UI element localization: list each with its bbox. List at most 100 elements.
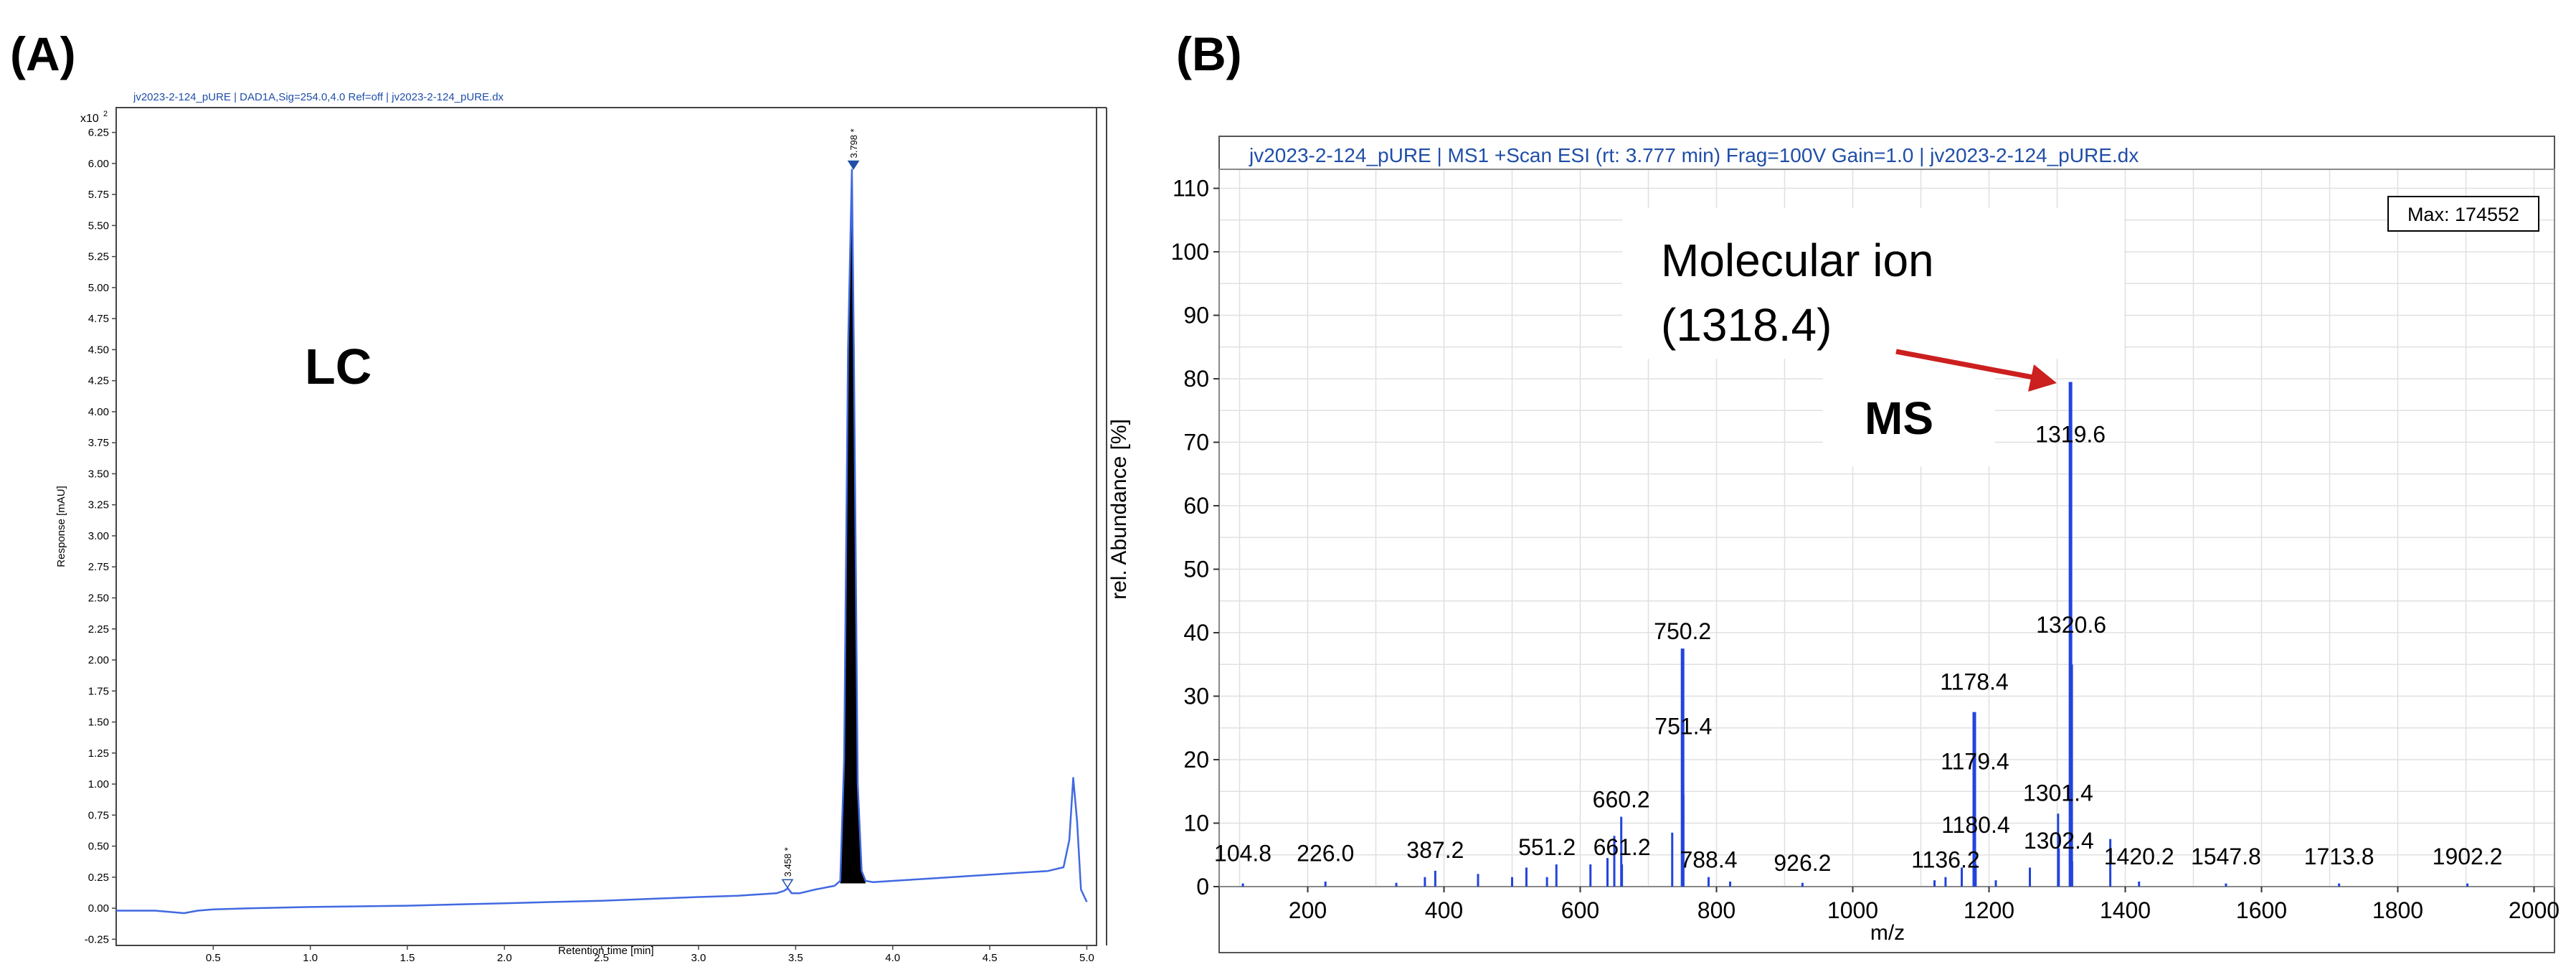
lc-y-tick-label: 1.00 — [88, 778, 109, 790]
ms-bars — [1241, 382, 2469, 887]
ms-peak-label: 1178.4 — [1940, 669, 2009, 695]
ms-peak-label: 1420.2 — [2104, 844, 2174, 869]
lc-y-tick-label: 3.75 — [88, 437, 109, 449]
ms-peak-label: 1547.8 — [2191, 844, 2261, 869]
ms-x-tick-label: 2000 — [2509, 897, 2560, 923]
lc-trace-line — [116, 169, 1088, 915]
lc-x-ticks: 0.5 1.0 1.5 2.0 2.5 3.0 3.5 4.0 4.5 5.0 — [206, 945, 1094, 964]
ms-x-axis-label: m/z — [1870, 921, 1905, 945]
ms-peak-label: 660.2 — [1593, 786, 1650, 812]
lc-y-tick-label: 2.75 — [88, 561, 109, 573]
lc-x-tick-label: 2.0 — [497, 952, 512, 964]
lc-y-tick-label: 5.50 — [88, 220, 109, 232]
lc-y-tick-label: 3.50 — [88, 468, 109, 480]
lc-y-tick-label: 3.00 — [88, 530, 109, 542]
lc-y-tick-label: 2.25 — [88, 623, 109, 636]
ms-y-tick-label: 10 — [1183, 811, 1209, 836]
ms-peak-label: 551.2 — [1518, 834, 1576, 860]
ms-max-label: Max: 174552 — [2407, 204, 2519, 225]
lc-y-tick-label: 0.50 — [88, 841, 109, 853]
lc-y-tick-label: -0.25 — [85, 933, 109, 945]
lc-x-tick-label: 1.5 — [400, 952, 415, 964]
lc-peak-marker — [847, 160, 860, 170]
ms-peak-label: 226.0 — [1297, 841, 1354, 867]
ms-y-axis-label: rel. Abundance [%] — [1107, 419, 1131, 600]
ms-peak-label: 1319.6 — [2035, 422, 2106, 448]
ms-peak-label: 1320.6 — [2036, 612, 2106, 638]
lc-x-tick-label: 0.5 — [206, 952, 221, 964]
lc-y-tick-label: 4.25 — [88, 375, 109, 387]
ms-peak-labels: 104.8 226.0 387.2 551.2 661.2 660.2 750.2 751.4… — [1214, 422, 2503, 876]
ms-y-tick-label: 110 — [1173, 176, 1209, 202]
ms-y-ticks: 0 10 20 30 40 50 60 70 80 90 100 110 — [1171, 176, 1219, 900]
ms-peak-label: 788.4 — [1680, 846, 1737, 872]
ms-x-tick-label: 1800 — [2372, 897, 2423, 923]
annotation-arrow-line — [1895, 349, 2037, 381]
lc-y-tick-label: 5.25 — [88, 251, 109, 263]
lc-x-tick-label: 3.5 — [788, 952, 803, 964]
ms-header: jv2023-2-124_pURE | MS1 +Scan ESI (rt: 3… — [1249, 144, 2139, 166]
lc-x-tick-label: 3.0 — [691, 952, 706, 964]
ms-y-tick-label: 60 — [1183, 493, 1209, 519]
lc-peak-markers: 3.798 * 3.458 * — [781, 128, 860, 889]
ms-panel: (B) jv2023-2-124_pURE | MS1 +Scan ESI (r… — [1107, 27, 2560, 953]
lc-peak-marker — [781, 879, 794, 889]
ms-x-tick-label: 1200 — [1964, 897, 2014, 923]
lc-y-tick-label: 6.00 — [88, 158, 109, 170]
ms-peak-label: 104.8 — [1214, 841, 1272, 867]
ms-peak-label: 751.4 — [1654, 714, 1712, 740]
lc-header: jv2023-2-124_pURE | DAD1A,Sig=254.0,4.0 … — [133, 91, 504, 103]
ms-peak-label: 387.2 — [1406, 837, 1464, 863]
lc-x-axis-label: Retention time [min] — [558, 945, 653, 957]
lc-y-tick-label: 2.50 — [88, 592, 109, 604]
ms-peak-label: 1180.4 — [1941, 812, 2010, 838]
ms-y-tick-label: 0 — [1196, 874, 1209, 900]
lc-y-tick-label: 4.50 — [88, 344, 109, 356]
ms-max-box — [2387, 196, 2539, 232]
lc-y-tick-label: 6.25 — [88, 127, 109, 139]
ms-peak-label: 1136.2 — [1911, 846, 1980, 872]
ms-peak-label: 1713.8 — [2304, 844, 2374, 869]
ms-x-tick-label: 200 — [1289, 897, 1327, 923]
lc-y-tick-label: 3.25 — [88, 499, 109, 511]
ms-y-tick-label: 20 — [1183, 747, 1209, 773]
annotation-arrow-head — [2028, 364, 2057, 392]
lc-y-tick-label: 0.25 — [88, 872, 109, 884]
lc-multiplier: x10 — [80, 113, 99, 125]
lc-y-tick-label: 1.75 — [88, 685, 109, 697]
lc-y-tick-label: 5.00 — [88, 282, 109, 294]
ms-peak-label: 1302.4 — [2024, 828, 2094, 854]
panel-a-label: (A) — [10, 27, 76, 80]
lc-technique-label: LC — [305, 339, 371, 395]
lc-y-ticks: -0.25 0.00 0.25 0.50 0.75 1.00 1.25 1.50 1.75 2.0… — [85, 127, 116, 945]
lc-y-tick-label: 1.25 — [88, 747, 109, 760]
lc-y-tick-label: 4.75 — [88, 313, 109, 325]
ms-y-tick-label: 30 — [1183, 684, 1209, 709]
ms-x-tick-label: 1400 — [2100, 897, 2151, 923]
lc-main-peak-fill — [840, 169, 866, 884]
ms-peak-label: 1179.4 — [1941, 748, 2009, 774]
lc-y-tick-label: 0.00 — [88, 902, 109, 915]
lc-panel: (A) jv2023-2-124_pURE | DAD1A,Sig=254.0,… — [10, 27, 1107, 964]
lc-x-tick-label: 2.5 — [594, 952, 609, 964]
lc-x-tick-label: 1.0 — [303, 952, 318, 964]
ms-y-tick-label: 40 — [1183, 620, 1209, 646]
lc-x-tick-label: 4.0 — [885, 952, 900, 964]
lc-multiplier-exp: 2 — [103, 110, 108, 118]
ms-y-tick-label: 70 — [1183, 430, 1209, 456]
annotation-box — [1622, 208, 2124, 359]
lc-x-tick-label: 5.0 — [1079, 952, 1094, 964]
panel-b-label: (B) — [1176, 27, 1242, 80]
ms-peak-label: 1902.2 — [2433, 844, 2503, 869]
lc-y-tick-label: 4.00 — [88, 406, 109, 418]
ms-peak-label: 1301.4 — [2023, 780, 2093, 806]
ms-x-tick-label: 1000 — [1827, 897, 1878, 923]
ms-x-tick-label: 1600 — [2236, 897, 2287, 923]
lc-y-axis-label: Response [mAU] — [55, 486, 67, 567]
ms-y-tick-label: 80 — [1183, 366, 1209, 392]
ms-x-tick-label: 600 — [1561, 897, 1599, 923]
ms-plot-frame — [1218, 169, 2555, 887]
lc-y-tick-label: 1.50 — [88, 717, 109, 729]
annotation-mass: (1318.4) — [1661, 299, 1832, 351]
ms-x-ticks: 200 400 600 800 1000 1200 1400 1600 1800 2000 — [1289, 887, 2560, 923]
